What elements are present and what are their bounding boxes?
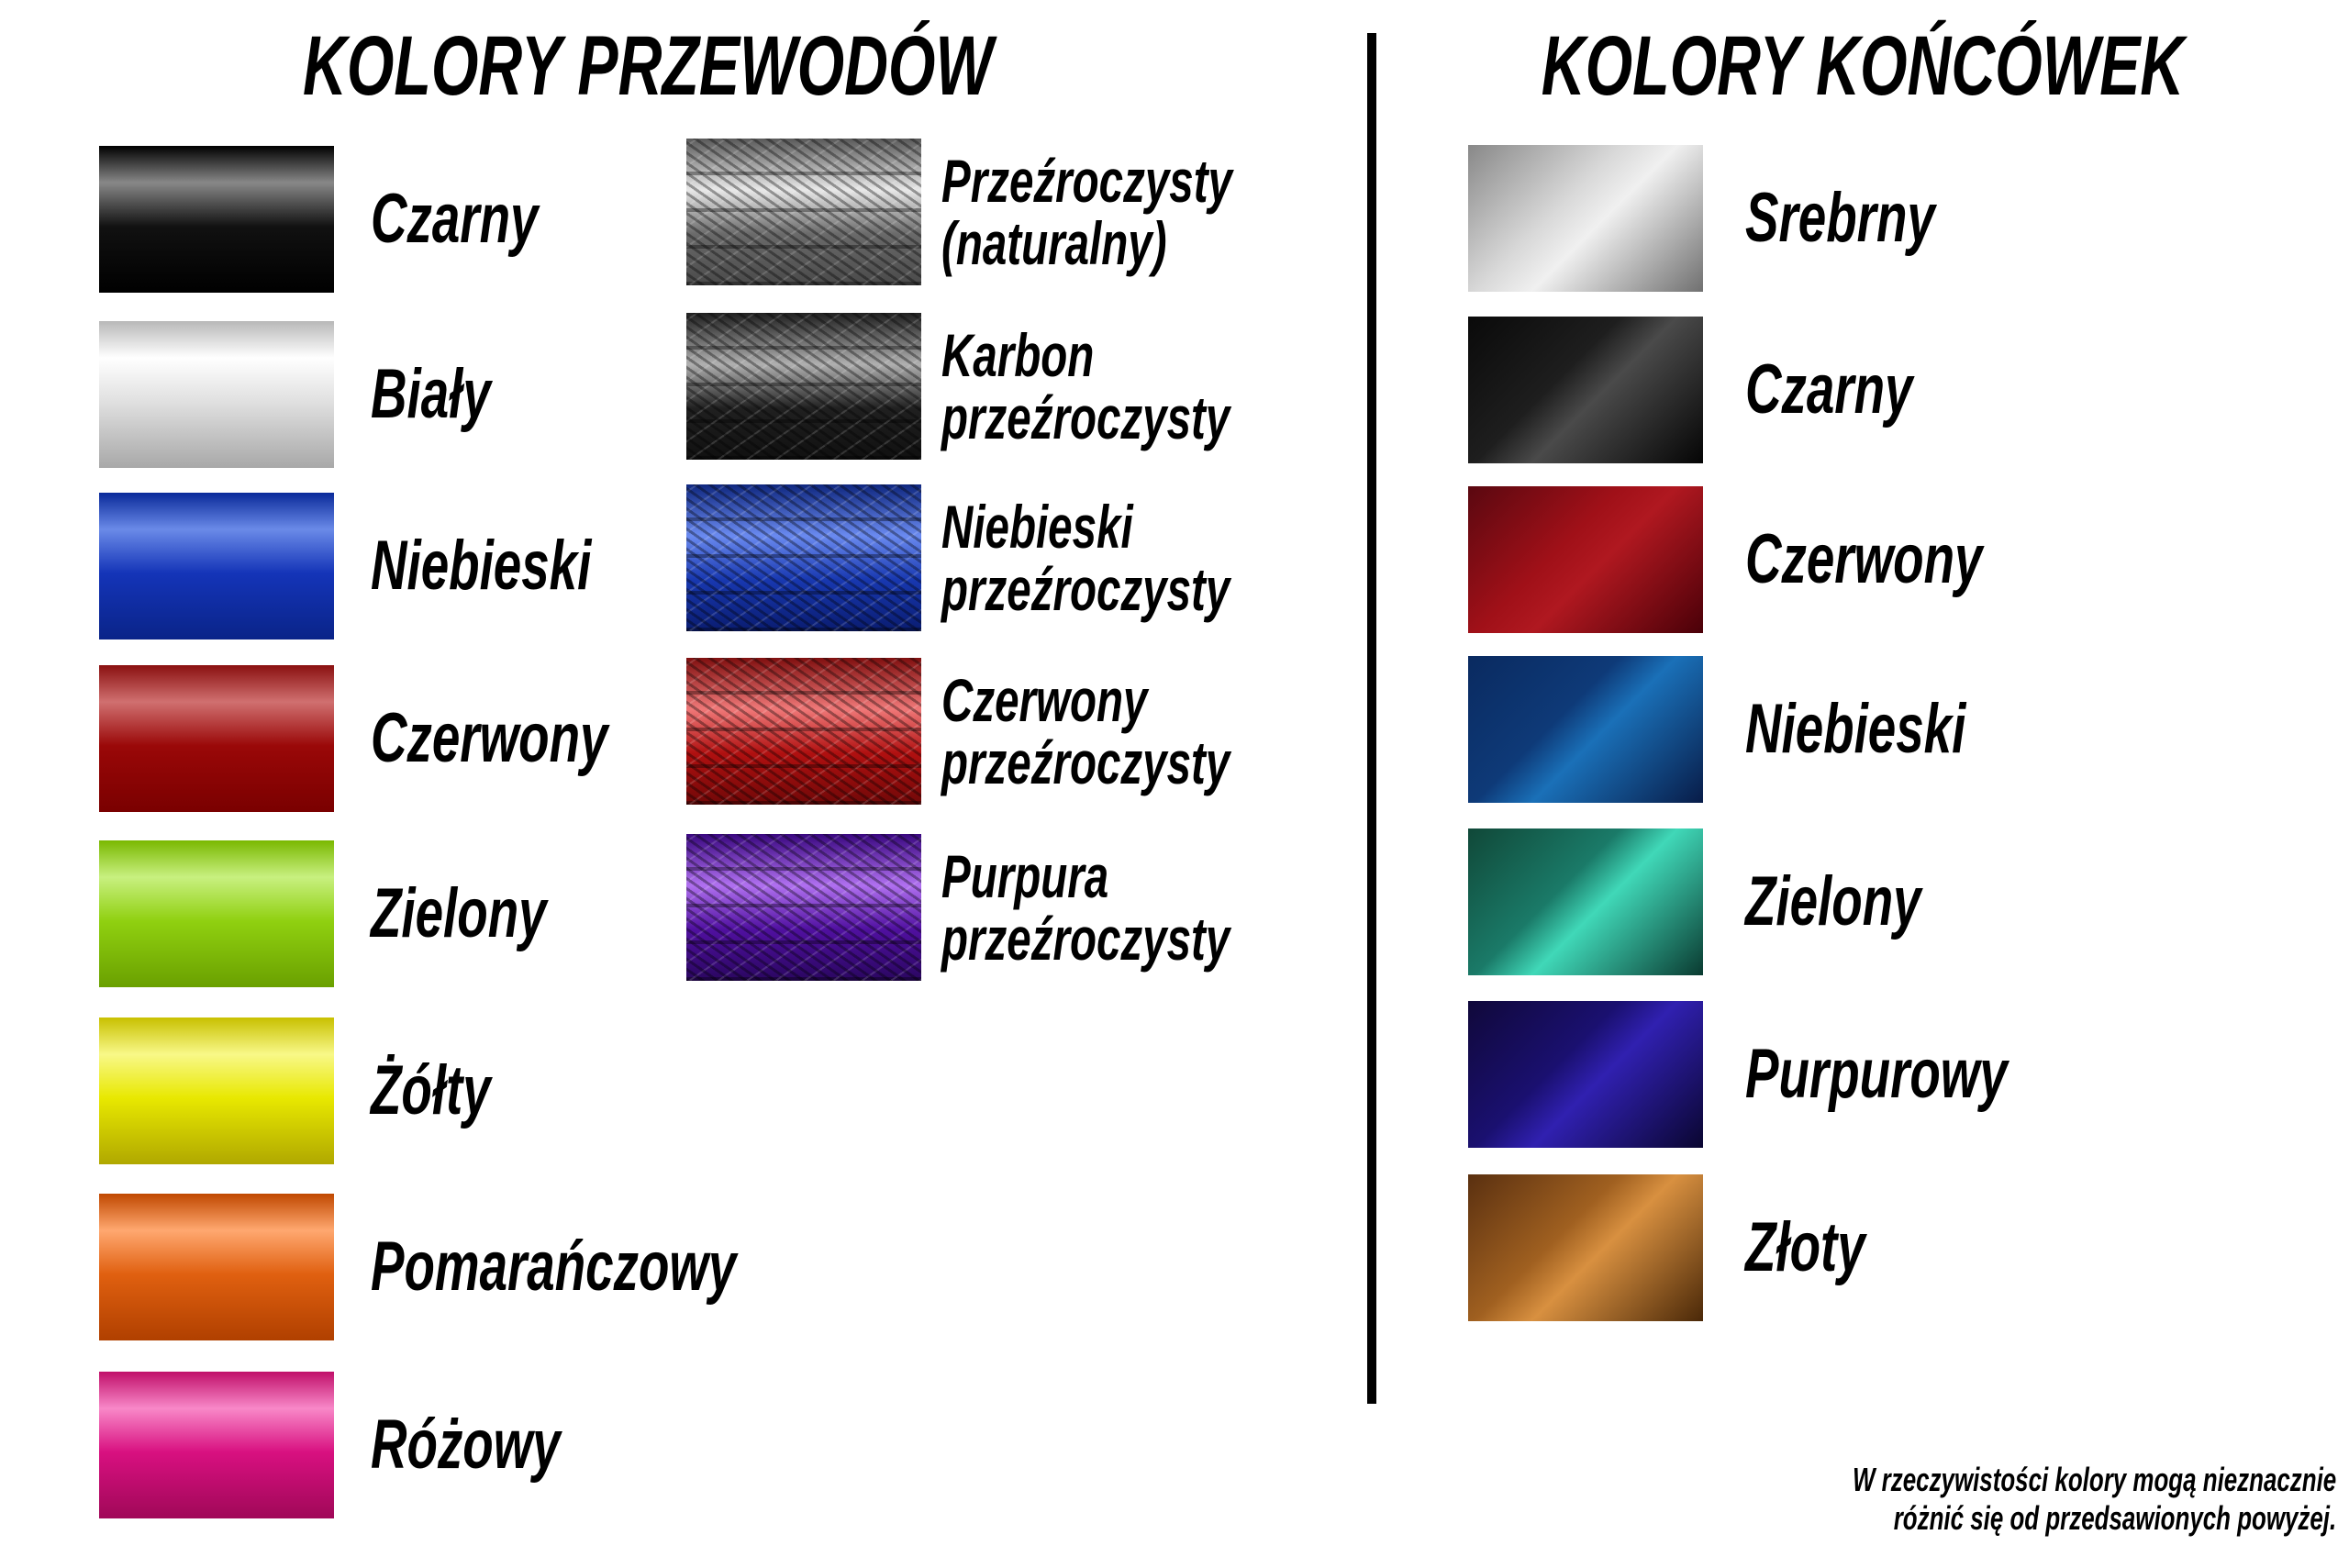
tip-color-label: Srebrny — [1745, 179, 1935, 257]
column-divider — [1367, 33, 1376, 1404]
tip-color-swatch — [1468, 656, 1703, 803]
wire-color-label: Czerwony — [371, 699, 608, 777]
tip-color-label: Zielony — [1745, 862, 1921, 940]
tip-color-swatch — [1468, 1174, 1703, 1321]
braided-wire-label-line2: przeźroczysty — [941, 384, 1230, 451]
wire-color-swatch — [99, 146, 334, 293]
braided-wire-label: Karbon przeźroczysty — [941, 324, 1230, 449]
wire-color-label: Niebieski — [371, 527, 592, 605]
braided-wire-label-line1: Purpura — [941, 842, 1109, 910]
braided-wire-swatch — [686, 313, 921, 460]
tip-colors-title: KOLORY KOŃCÓWEK — [1541, 19, 2185, 113]
wire-color-label: Biały — [371, 355, 491, 433]
disclaimer-note: W rzeczywistości kolory mogą nieznacznie… — [1853, 1461, 2336, 1538]
braided-wire-label-line2: przeźroczysty — [941, 728, 1230, 796]
disclaimer-line-1: W rzeczywistości kolory mogą nieznacznie — [1852, 1461, 2336, 1498]
braided-wire-label: Niebieski przeźroczysty — [941, 495, 1230, 620]
wire-color-label: Różowy — [371, 1406, 561, 1484]
wire-color-swatch — [99, 321, 334, 468]
wire-color-swatch — [99, 665, 334, 812]
disclaimer-line-2: różnić się od przedsawionych powyżej. — [1893, 1499, 2336, 1537]
braided-wire-label-line2: przeźroczysty — [941, 555, 1230, 623]
tip-color-swatch — [1468, 145, 1703, 292]
wire-color-swatch — [99, 1018, 334, 1164]
braided-wire-label-line1: Przeźroczysty — [941, 147, 1232, 215]
tip-color-swatch — [1468, 317, 1703, 463]
wire-color-swatch — [99, 493, 334, 639]
tip-color-label: Purpurowy — [1745, 1035, 2008, 1113]
braided-wire-swatch — [686, 139, 921, 285]
wire-color-label: Żółty — [371, 1051, 491, 1129]
tip-color-swatch — [1468, 828, 1703, 975]
braided-wire-label-line1: Niebieski — [941, 493, 1133, 561]
braided-wire-label-line2: przeźroczysty — [941, 905, 1230, 973]
braided-wire-label: Purpura przeźroczysty — [941, 845, 1230, 970]
wire-color-swatch — [99, 840, 334, 987]
braided-wire-swatch — [686, 658, 921, 805]
tip-color-label: Niebieski — [1745, 690, 1966, 768]
braided-wire-label: Przeźroczysty (naturalny) — [941, 150, 1232, 274]
tip-color-swatch — [1468, 1001, 1703, 1148]
braided-wire-label-line1: Czerwony — [941, 666, 1148, 734]
tip-color-label: Czerwony — [1745, 520, 1983, 598]
wire-color-swatch — [99, 1372, 334, 1518]
tip-color-label: Czarny — [1745, 350, 1913, 428]
wire-color-label: Zielony — [371, 874, 547, 952]
tip-color-label: Złoty — [1745, 1208, 1865, 1286]
tip-color-swatch — [1468, 486, 1703, 633]
braided-wire-label: Czerwony przeźroczysty — [941, 669, 1230, 794]
wire-color-label: Pomarańczowy — [371, 1228, 737, 1306]
braided-wire-label-line1: Karbon — [941, 321, 1095, 389]
braided-wire-swatch — [686, 834, 921, 981]
wire-colors-title: KOLORY PRZEWODÓW — [303, 19, 993, 113]
braided-wire-swatch — [686, 484, 921, 631]
braided-wire-label-line2: (naturalny) — [941, 209, 1167, 277]
wire-color-label: Czarny — [371, 180, 539, 258]
wire-color-swatch — [99, 1194, 334, 1340]
